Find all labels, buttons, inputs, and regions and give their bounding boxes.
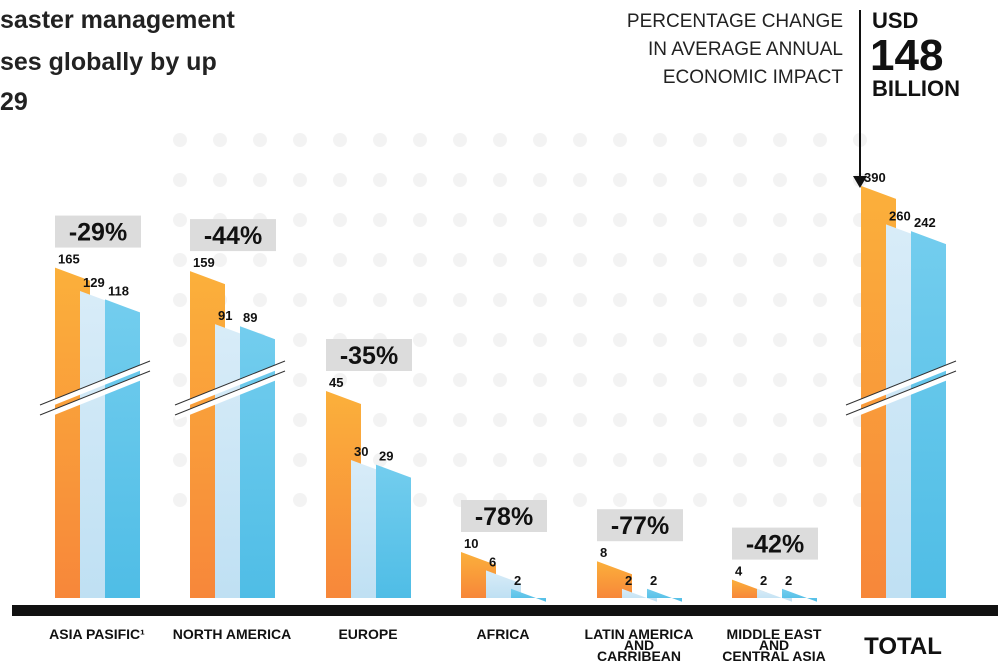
- change-box: [326, 339, 412, 371]
- axis-break: [845, 371, 957, 421]
- value-label: 2: [785, 573, 792, 588]
- value-label: 2: [625, 573, 632, 588]
- value-label: 165: [58, 252, 80, 267]
- dot-pattern: [170, 110, 870, 530]
- change-label: -78%: [475, 503, 533, 531]
- value-label: 6: [489, 554, 496, 569]
- change-label: -77%: [611, 512, 669, 540]
- x-tick-label: AFRICA: [477, 626, 530, 642]
- value-label: 2: [514, 573, 521, 588]
- value-label: 260: [889, 208, 911, 223]
- value-label: 159: [193, 255, 215, 270]
- x-tick-label: ASIA PASIFIC¹: [49, 626, 145, 642]
- axis-break: [39, 361, 151, 411]
- bar: [240, 326, 275, 598]
- value-label: 89: [243, 310, 257, 325]
- value-label: 129: [83, 275, 105, 290]
- change-box: [597, 509, 683, 542]
- value-label: 242: [914, 215, 936, 230]
- axis-break-edge: [39, 370, 151, 416]
- value-label: 2: [760, 573, 767, 588]
- x-tick-label: EUROPE: [338, 626, 397, 642]
- callout-arrowhead: [853, 176, 867, 188]
- title-line: 29: [0, 88, 28, 116]
- callout-unit: USD: [872, 8, 918, 33]
- callout-line: PERCENTAGE CHANGE: [627, 11, 843, 32]
- callout-amount: 148: [870, 31, 943, 80]
- bar: [622, 588, 657, 602]
- value-label: 4: [735, 564, 743, 579]
- x-tick-label: NORTH AMERICA: [173, 626, 291, 642]
- axis-break-edge: [174, 370, 286, 416]
- bar: [597, 561, 632, 598]
- value-label: 29: [379, 449, 393, 464]
- value-label: 30: [354, 444, 368, 459]
- axis-break: [39, 371, 151, 421]
- change-label: -29%: [69, 219, 127, 247]
- value-label: 390: [864, 170, 886, 185]
- bar: [647, 588, 682, 602]
- change-box: [732, 527, 818, 560]
- title-line: ses globally by up: [0, 48, 217, 76]
- x-tick-label: MIDDLE EAST AND CENTRAL ASIA: [722, 626, 825, 664]
- value-label: 91: [218, 308, 232, 323]
- axis-break-edge: [845, 370, 957, 416]
- axis-break: [845, 361, 957, 411]
- change-box: [190, 219, 276, 252]
- axis-break-edge: [845, 360, 957, 406]
- axis-break-edge: [174, 360, 286, 406]
- x-tick-label: TOTAL: [864, 633, 942, 660]
- change-label: -44%: [204, 222, 262, 250]
- callout-line: IN AVERAGE ANNUAL: [648, 39, 843, 60]
- change-label: -35%: [340, 342, 398, 370]
- callout-line: ECONOMIC IMPACT: [663, 67, 844, 88]
- axis-break-edge: [39, 360, 151, 406]
- value-label: 2: [650, 573, 657, 588]
- bar: [911, 231, 946, 599]
- change-box: [55, 215, 141, 248]
- bar: [757, 588, 792, 602]
- bar: [105, 299, 140, 598]
- axis-break: [174, 371, 286, 421]
- baseline: [12, 605, 998, 616]
- value-label: 10: [464, 536, 478, 551]
- x-tick-label: LATIN AMERICA AND CARRIBEAN: [585, 626, 694, 664]
- bar: [782, 588, 817, 602]
- change-label: -42%: [746, 531, 804, 559]
- value-label: 8: [600, 545, 607, 560]
- callout-scale: BILLION: [872, 76, 960, 101]
- axis-break: [174, 361, 286, 411]
- bar: [511, 588, 546, 602]
- value-label: 118: [108, 283, 129, 298]
- title-line: saster management: [0, 6, 236, 34]
- bar: [376, 464, 411, 598]
- change-box: [461, 500, 547, 532]
- value-label: 45: [329, 375, 343, 390]
